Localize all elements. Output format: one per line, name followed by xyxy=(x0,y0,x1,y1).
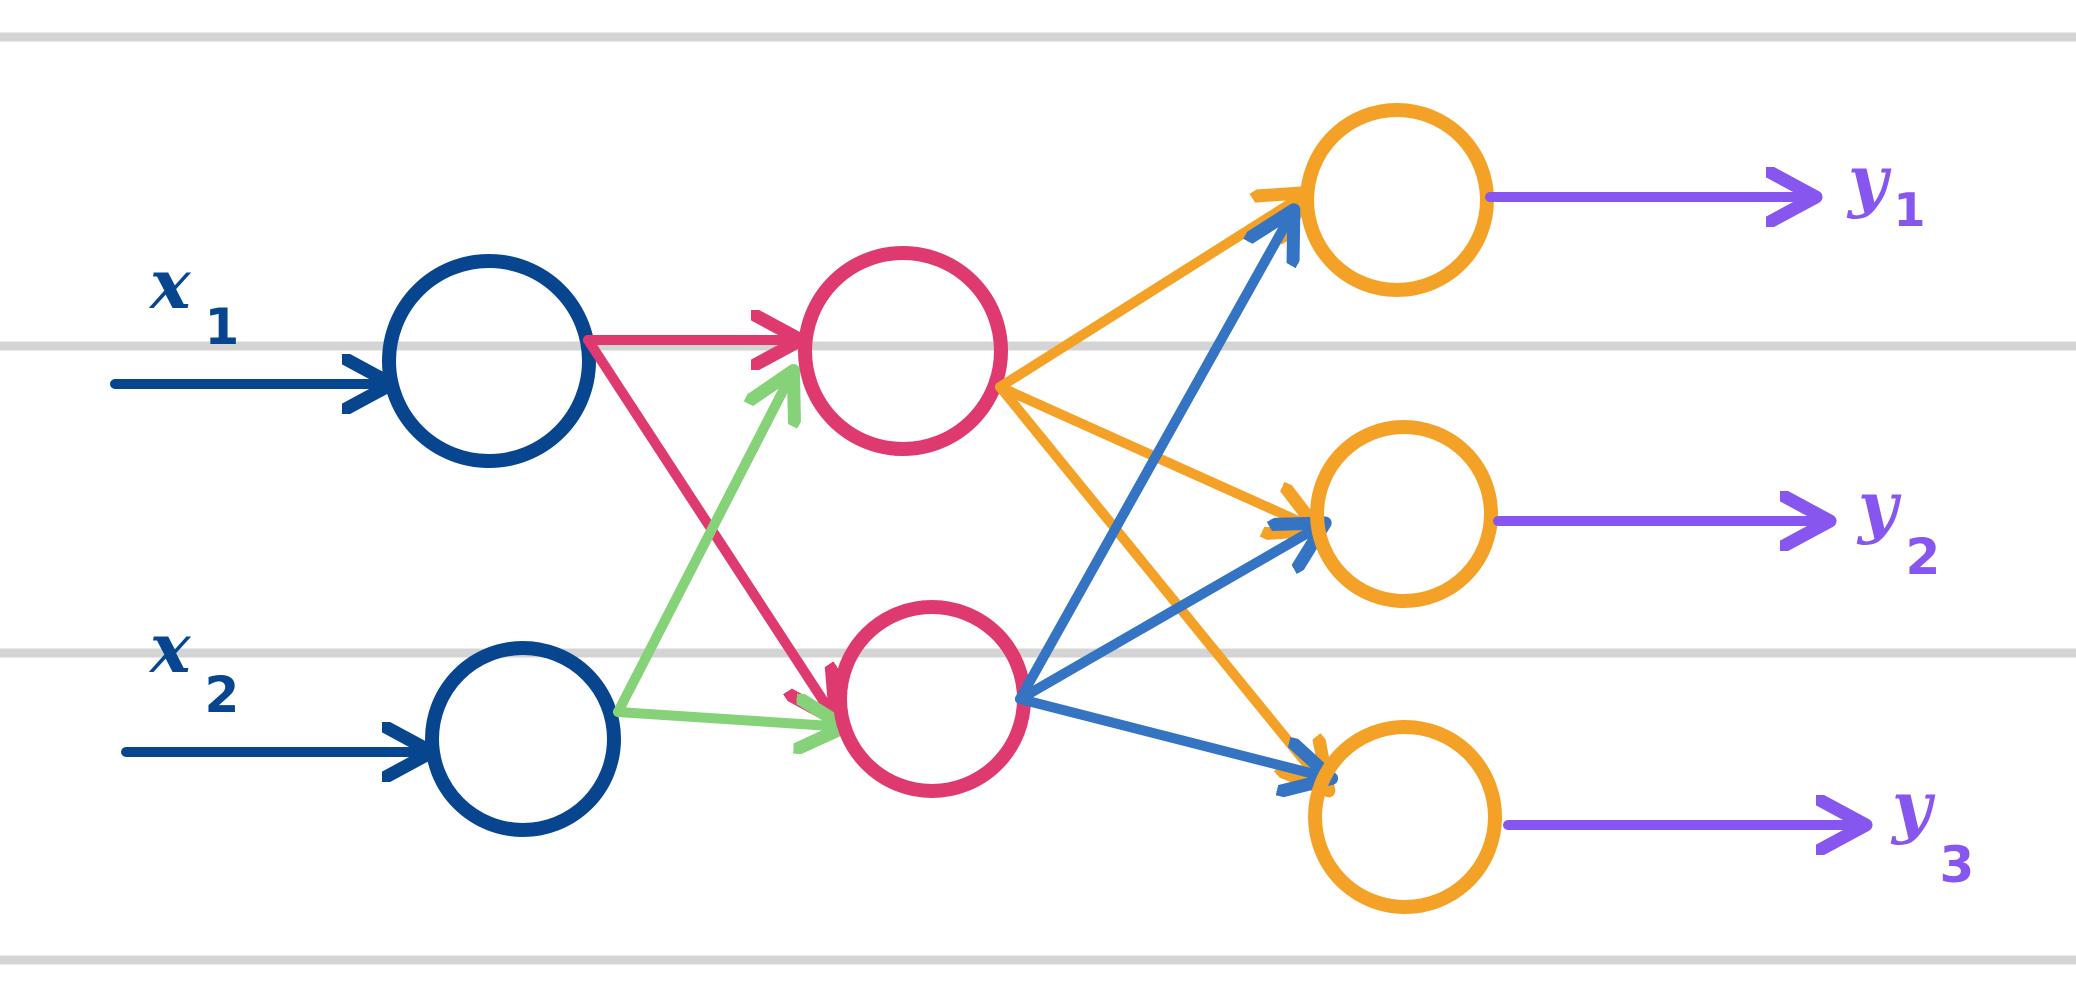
edge-in2-h2 xyxy=(613,712,831,726)
edge-h2-o1 xyxy=(1015,222,1287,704)
label-x2: x2 xyxy=(148,609,239,724)
edge-h2-o2 xyxy=(1015,530,1313,704)
hidden-node-1 xyxy=(798,246,1008,456)
edge-h1-o3 xyxy=(995,382,1320,780)
label-x1: x1 xyxy=(148,245,239,356)
output-node-3 xyxy=(1308,720,1502,914)
output-node-1 xyxy=(1300,103,1494,297)
edge-h2-o3 xyxy=(1015,694,1318,775)
output-node-2 xyxy=(1310,420,1498,608)
input-node-2 xyxy=(425,641,621,837)
edge-in2-h1 xyxy=(613,383,787,717)
edge-in1-h2 xyxy=(583,335,828,708)
label-y3: y3 xyxy=(1890,767,1974,894)
label-y2: y2 xyxy=(1856,467,1940,586)
input-node-1 xyxy=(382,254,596,468)
hidden-node-2 xyxy=(833,600,1031,798)
